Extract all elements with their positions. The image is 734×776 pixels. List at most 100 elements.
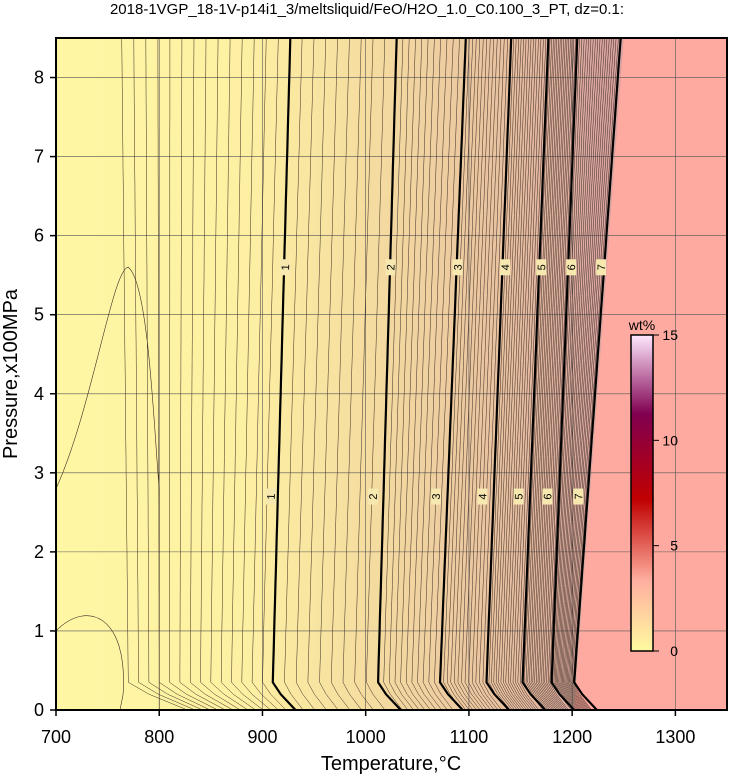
contour-label-bg	[513, 488, 524, 505]
minor-contour	[464, 38, 491, 710]
contour-label-bg	[367, 488, 378, 505]
contour-7	[573, 38, 622, 710]
minor-contour	[525, 38, 553, 710]
minor-contour	[564, 38, 603, 710]
contour-4	[485, 38, 513, 710]
x-tick-label: 700	[41, 727, 71, 747]
minor-contour	[562, 38, 599, 710]
contour-label: 2	[368, 493, 380, 500]
minor-contour	[295, 38, 315, 710]
minor-contour	[468, 38, 495, 710]
minor-contour	[500, 38, 527, 710]
minor-contour	[405, 38, 429, 710]
minor-contour	[220, 38, 256, 710]
minor-contour	[284, 38, 304, 710]
minor-contour	[560, 38, 596, 710]
minor-contour	[572, 38, 619, 710]
minor-contour	[450, 38, 477, 710]
minor-contour	[394, 38, 416, 710]
minor-contour	[556, 38, 587, 710]
colorbar: wt% 0 5 10 15	[628, 317, 678, 659]
contour-label: 7	[573, 493, 585, 500]
minor-contour	[552, 38, 580, 710]
contour-label-bg	[566, 259, 577, 276]
minor-contour	[547, 38, 575, 710]
minor-contour	[544, 38, 571, 710]
minor-contour	[524, 38, 551, 710]
plot-area: 1 1 2 2 3 3 4 4 5 5 6 6 7 7	[56, 38, 727, 710]
colorbar-unit-label: wt%	[628, 317, 655, 333]
minor-contours	[56, 38, 619, 710]
contour-label: 6	[542, 493, 554, 500]
y-tick-label: 1	[34, 621, 44, 641]
minor-contour	[571, 38, 617, 710]
contour-label-bg	[536, 259, 547, 276]
minor-contour	[434, 38, 460, 710]
x-tick-label: 1100	[450, 727, 489, 747]
minor-contour	[241, 38, 271, 710]
minor-contour	[532, 38, 559, 710]
minor-contour	[443, 38, 470, 710]
minor-contour	[482, 38, 509, 710]
contour-label-bg	[596, 259, 607, 276]
x-tick-label: 800	[144, 727, 174, 747]
minor-contour	[479, 38, 505, 710]
minor-contour	[200, 38, 241, 710]
x-tick-label: 1200	[552, 727, 592, 747]
contour-3	[438, 38, 467, 710]
contour-1	[271, 38, 297, 710]
contour-5	[521, 38, 550, 710]
minor-contour	[553, 38, 583, 710]
minor-contour	[145, 38, 203, 710]
minor-contour	[307, 38, 327, 710]
y-tick-label: 2	[34, 542, 44, 562]
contour-label: 5	[536, 264, 548, 271]
minor-contour	[179, 38, 226, 710]
minor-contour	[537, 38, 564, 710]
colorbar-tick-label: 0	[670, 643, 678, 659]
minor-contour	[491, 38, 517, 710]
minor-contour	[542, 38, 570, 710]
minor-contour	[56, 266, 160, 710]
minor-contour	[503, 38, 529, 710]
contour-6	[550, 38, 579, 710]
minor-contour	[493, 38, 519, 710]
contour-label-bg	[265, 488, 276, 505]
x-tick-label: 900	[247, 727, 277, 747]
minor-contour	[517, 38, 544, 710]
minor-contour	[495, 38, 522, 710]
minor-contour	[510, 38, 537, 710]
minor-contour	[512, 38, 539, 710]
contour-label: 1	[266, 493, 278, 500]
contour-label: 3	[431, 493, 443, 500]
contour-label: 7	[596, 264, 608, 271]
y-axis-title: Pressure,x100MPa	[0, 288, 22, 459]
contour-label: 4	[500, 264, 512, 271]
minor-contour	[354, 38, 374, 710]
minor-contour	[471, 38, 498, 710]
contour-label: 1	[280, 264, 292, 271]
contour-label-bg	[542, 488, 553, 505]
contour-label: 2	[385, 264, 397, 271]
colorbar-tick-label: 15	[662, 327, 678, 343]
minor-contour	[507, 38, 534, 710]
contour-label-bg	[477, 488, 488, 505]
minor-contour	[262, 38, 287, 710]
minor-contour	[534, 38, 561, 710]
y-tick-label: 3	[34, 463, 44, 483]
minor-contour	[559, 38, 594, 710]
contour-label-bg	[452, 259, 463, 276]
minor-contour	[529, 38, 556, 710]
minor-contour	[569, 38, 612, 710]
minor-contour	[231, 38, 264, 710]
y-tick-label: 7	[34, 147, 44, 167]
minor-contour	[366, 38, 386, 710]
contour-label-bg	[280, 259, 291, 276]
contour-label-bg	[500, 259, 511, 276]
minor-contour	[251, 38, 279, 710]
minor-contour	[549, 38, 576, 710]
colorbar-gradient	[630, 334, 654, 652]
minor-contour	[475, 38, 502, 710]
chart-title: 2018-1VGP_18-1V-p14i1_3/meltsliquid/FeO/…	[109, 1, 625, 18]
minor-contour	[565, 38, 605, 710]
